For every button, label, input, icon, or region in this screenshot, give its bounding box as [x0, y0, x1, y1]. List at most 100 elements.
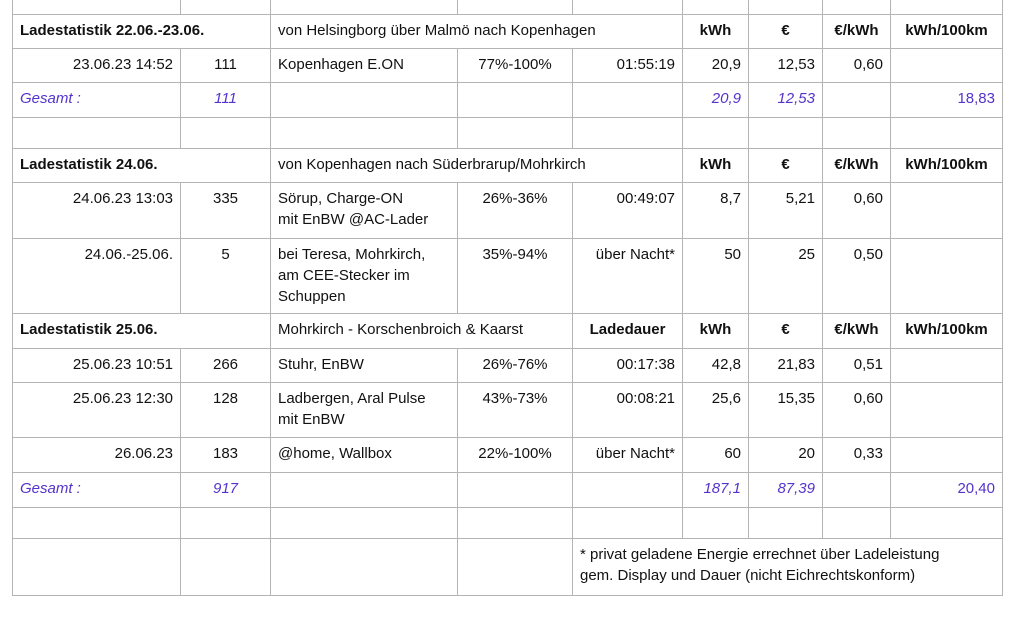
cell-soc-range[interactable]: [457, 506, 573, 539]
cell-location[interactable]: bei Teresa, Mohrkirch, am CEE-Stecker im…: [270, 237, 458, 314]
cell-kwh[interactable]: 8,7: [682, 181, 749, 239]
route-description[interactable]: von Helsingborg über Malmö nach Kopenhag…: [270, 13, 683, 49]
cell-kwh-per-100km[interactable]: [890, 116, 1003, 149]
cell-date[interactable]: 25.06.23 10:51: [12, 347, 181, 383]
cell-date[interactable]: 24.06.-25.06.: [12, 237, 181, 314]
cell-location[interactable]: Sörup, Charge-ON mit EnBW @AC-Lader: [270, 181, 458, 239]
cell-euro[interactable]: 12,53: [748, 81, 823, 118]
cell-soc-range[interactable]: [457, 116, 573, 149]
cell-euro-per-kwh[interactable]: [822, 471, 891, 508]
cell-kwh-per-100km[interactable]: [890, 381, 1003, 438]
column-header-euro[interactable]: €: [748, 13, 823, 49]
column-header-kwh[interactable]: kWh: [682, 147, 749, 183]
cell-soc-range[interactable]: 26%-36%: [457, 181, 573, 239]
cell-distance-km[interactable]: [180, 537, 271, 596]
cell-euro-per-kwh[interactable]: 0,60: [822, 181, 891, 239]
cell-duration[interactable]: über Nacht*: [572, 436, 683, 473]
cell-kwh-per-100km[interactable]: [890, 181, 1003, 239]
cell-distance-km[interactable]: [180, 116, 271, 149]
cell-kwh[interactable]: 50: [682, 237, 749, 314]
cell-location[interactable]: [270, 116, 458, 149]
cell-date[interactable]: [12, 116, 181, 149]
column-header-euro-per-kwh[interactable]: €/kWh: [822, 13, 891, 49]
route-description[interactable]: von Kopenhagen nach Süderbrarup/Mohrkirc…: [270, 147, 683, 183]
column-header-euro-per-kwh[interactable]: €/kWh: [822, 147, 891, 183]
cell-euro[interactable]: 21,83: [748, 347, 823, 383]
cell-euro[interactable]: [748, 0, 823, 15]
cell-kwh[interactable]: 20,9: [682, 81, 749, 118]
cell-soc-range[interactable]: 77%-100%: [457, 47, 573, 83]
cell-duration[interactable]: 00:17:38: [572, 347, 683, 383]
column-header-euro[interactable]: €: [748, 147, 823, 183]
cell-euro[interactable]: 20: [748, 436, 823, 473]
footnote-text[interactable]: * privat geladene Energie errechnet über…: [572, 537, 1003, 596]
cell-kwh[interactable]: 20,9: [682, 47, 749, 83]
cell-location[interactable]: [270, 537, 458, 596]
cell-kwh[interactable]: 25,6: [682, 381, 749, 438]
cell-euro[interactable]: 87,39: [748, 471, 823, 508]
cell-soc-range[interactable]: [457, 0, 573, 15]
column-header-kwh-per-100km[interactable]: kWh/100km: [890, 312, 1003, 349]
cell-soc-range[interactable]: 35%-94%: [457, 237, 573, 314]
cell-location[interactable]: Stuhr, EnBW: [270, 347, 458, 383]
section-title[interactable]: Ladestatistik 22.06.-23.06.: [12, 13, 271, 49]
cell-euro-per-kwh[interactable]: 0,33: [822, 436, 891, 473]
column-header-euro[interactable]: €: [748, 312, 823, 349]
cell-location[interactable]: [270, 471, 458, 508]
cell-duration[interactable]: [572, 506, 683, 539]
cell-location[interactable]: Kopenhagen E.ON: [270, 47, 458, 83]
cell-duration[interactable]: 00:08:21: [572, 381, 683, 438]
cell-location[interactable]: [270, 81, 458, 118]
cell-distance-km[interactable]: 266: [180, 347, 271, 383]
total-label[interactable]: Gesamt :: [12, 81, 181, 118]
cell-kwh-per-100km[interactable]: [890, 506, 1003, 539]
cell-soc-range[interactable]: [457, 471, 573, 508]
cell-euro[interactable]: [748, 116, 823, 149]
cell-euro[interactable]: 15,35: [748, 381, 823, 438]
cell-kwh-per-100km[interactable]: [890, 347, 1003, 383]
cell-distance-km[interactable]: 111: [180, 81, 271, 118]
cell-duration[interactable]: [572, 116, 683, 149]
cell-distance-km[interactable]: 111: [180, 47, 271, 83]
cell-kwh-per-100km[interactable]: [890, 436, 1003, 473]
cell-kwh-per-100km[interactable]: [890, 0, 1003, 15]
cell-location[interactable]: Ladbergen, Aral Pulse mit EnBW: [270, 381, 458, 438]
cell-euro-per-kwh[interactable]: 0,50: [822, 237, 891, 314]
cell-duration[interactable]: 01:55:19: [572, 47, 683, 83]
cell-euro-per-kwh[interactable]: 0,60: [822, 381, 891, 438]
cell-date[interactable]: [12, 0, 181, 15]
column-header-kwh-per-100km[interactable]: kWh/100km: [890, 147, 1003, 183]
route-description[interactable]: Mohrkirch - Korschenbroich & Kaarst: [270, 312, 573, 349]
cell-euro-per-kwh[interactable]: 0,60: [822, 47, 891, 83]
cell-euro-per-kwh[interactable]: 0,51: [822, 347, 891, 383]
column-header-kwh[interactable]: kWh: [682, 13, 749, 49]
cell-duration[interactable]: über Nacht*: [572, 237, 683, 314]
cell-soc-range[interactable]: 43%-73%: [457, 381, 573, 438]
cell-euro-per-kwh[interactable]: [822, 506, 891, 539]
cell-kwh[interactable]: [682, 506, 749, 539]
section-title[interactable]: Ladestatistik 24.06.: [12, 147, 271, 183]
cell-soc-range[interactable]: 26%-76%: [457, 347, 573, 383]
cell-distance-km[interactable]: 128: [180, 381, 271, 438]
cell-kwh[interactable]: 187,1: [682, 471, 749, 508]
cell-distance-km[interactable]: [180, 506, 271, 539]
cell-date[interactable]: 24.06.23 13:03: [12, 181, 181, 239]
cell-euro-per-kwh[interactable]: [822, 116, 891, 149]
cell-location[interactable]: [270, 0, 458, 15]
cell-distance-km[interactable]: 917: [180, 471, 271, 508]
cell-euro-per-kwh[interactable]: [822, 0, 891, 15]
cell-euro[interactable]: 5,21: [748, 181, 823, 239]
cell-kwh[interactable]: 60: [682, 436, 749, 473]
cell-distance-km[interactable]: 5: [180, 237, 271, 314]
total-label[interactable]: Gesamt :: [12, 471, 181, 508]
cell-date[interactable]: [12, 506, 181, 539]
cell-euro[interactable]: 12,53: [748, 47, 823, 83]
cell-date[interactable]: 26.06.23: [12, 436, 181, 473]
cell-euro-per-kwh[interactable]: [822, 81, 891, 118]
cell-kwh[interactable]: [682, 116, 749, 149]
cell-kwh-per-100km[interactable]: 18,83: [890, 81, 1003, 118]
column-header-euro-per-kwh[interactable]: €/kWh: [822, 312, 891, 349]
column-header-ladedauer[interactable]: Ladedauer: [572, 312, 683, 349]
cell-soc-range[interactable]: [457, 81, 573, 118]
cell-soc-range[interactable]: 22%-100%: [457, 436, 573, 473]
